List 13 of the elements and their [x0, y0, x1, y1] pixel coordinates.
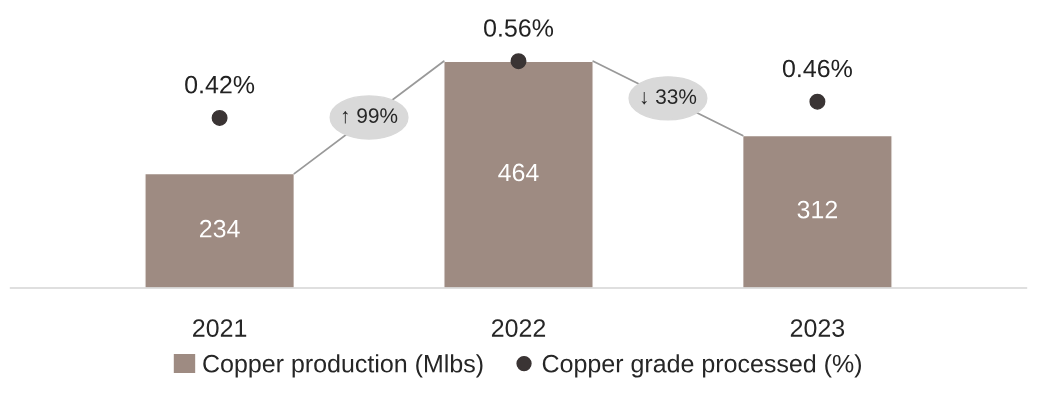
annotation: ↓ 33%	[641, 89, 697, 105]
data-label: 312	[797, 200, 837, 219]
x-tick-label: 2022	[491, 319, 546, 337]
legend-label: Copper grade processed (%)	[542, 354, 861, 378]
data-label: 464	[498, 163, 539, 182]
data-label: 0.46%	[782, 59, 852, 78]
annotation: ↑ 99%	[342, 108, 398, 124]
data-label: 234	[200, 219, 240, 238]
x-tick-label: 2023	[790, 319, 845, 337]
legend-label: Copper production (Mlbs)	[203, 354, 483, 378]
data-label: 0.42%	[185, 75, 255, 94]
x-tick-label: 2021	[193, 319, 247, 337]
data-label: 0.56%	[484, 19, 554, 37]
